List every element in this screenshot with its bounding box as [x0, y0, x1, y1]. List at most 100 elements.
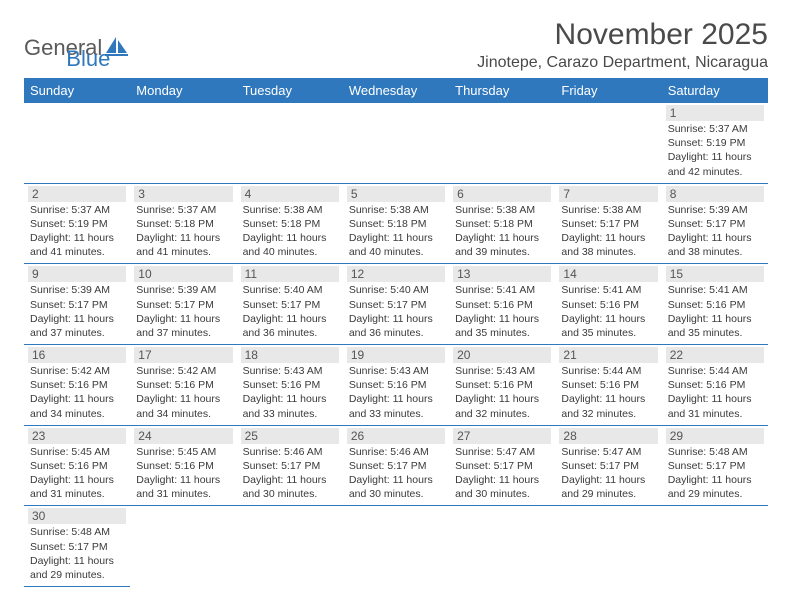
- day-number: 26: [347, 428, 445, 444]
- sunset-line: Sunset: 5:17 PM: [243, 459, 337, 473]
- weekday-header: Friday: [555, 78, 661, 103]
- calendar-cell: 10Sunrise: 5:39 AMSunset: 5:17 PMDayligh…: [130, 264, 236, 345]
- sunset-line: Sunset: 5:16 PM: [668, 378, 762, 392]
- sunrise-line: Sunrise: 5:40 AM: [349, 283, 443, 297]
- daylight-line: Daylight: 11 hours and 32 minutes.: [561, 392, 655, 420]
- daylight-line: Daylight: 11 hours and 37 minutes.: [30, 312, 124, 340]
- sunset-line: Sunset: 5:17 PM: [30, 298, 124, 312]
- calendar-cell: 21Sunrise: 5:44 AMSunset: 5:16 PMDayligh…: [555, 345, 661, 426]
- logo-text-blue: Blue: [66, 46, 110, 72]
- day-number: 11: [241, 266, 339, 282]
- calendar-cell: 11Sunrise: 5:40 AMSunset: 5:17 PMDayligh…: [237, 264, 343, 345]
- sunrise-line: Sunrise: 5:44 AM: [561, 364, 655, 378]
- title-block: November 2025 Jinotepe, Carazo Departmen…: [477, 18, 768, 72]
- calendar-body: 1Sunrise: 5:37 AMSunset: 5:19 PMDaylight…: [24, 103, 768, 587]
- sunrise-line: Sunrise: 5:41 AM: [561, 283, 655, 297]
- calendar-row: 16Sunrise: 5:42 AMSunset: 5:16 PMDayligh…: [24, 345, 768, 426]
- sun-info: Sunrise: 5:41 AMSunset: 5:16 PMDaylight:…: [559, 283, 657, 340]
- day-number: 17: [134, 347, 232, 363]
- sun-info: Sunrise: 5:48 AMSunset: 5:17 PMDaylight:…: [28, 525, 126, 582]
- calendar-cell: 15Sunrise: 5:41 AMSunset: 5:16 PMDayligh…: [662, 264, 768, 345]
- calendar-cell: 12Sunrise: 5:40 AMSunset: 5:17 PMDayligh…: [343, 264, 449, 345]
- sun-info: Sunrise: 5:37 AMSunset: 5:19 PMDaylight:…: [28, 203, 126, 260]
- calendar-cell: 25Sunrise: 5:46 AMSunset: 5:17 PMDayligh…: [237, 425, 343, 506]
- day-number: 6: [453, 186, 551, 202]
- page-header: General Blue November 2025 Jinotepe, Car…: [24, 18, 768, 72]
- sunset-line: Sunset: 5:17 PM: [136, 298, 230, 312]
- calendar-row: 1Sunrise: 5:37 AMSunset: 5:19 PMDaylight…: [24, 103, 768, 183]
- day-number: 25: [241, 428, 339, 444]
- daylight-line: Daylight: 11 hours and 39 minutes.: [455, 231, 549, 259]
- sunset-line: Sunset: 5:17 PM: [243, 298, 337, 312]
- weekday-header: Monday: [130, 78, 236, 103]
- sunset-line: Sunset: 5:16 PM: [455, 298, 549, 312]
- weekday-header-row: Sunday Monday Tuesday Wednesday Thursday…: [24, 78, 768, 103]
- sunrise-line: Sunrise: 5:39 AM: [136, 283, 230, 297]
- sun-info: Sunrise: 5:39 AMSunset: 5:17 PMDaylight:…: [134, 283, 232, 340]
- calendar-cell: 3Sunrise: 5:37 AMSunset: 5:18 PMDaylight…: [130, 183, 236, 264]
- sun-info: Sunrise: 5:47 AMSunset: 5:17 PMDaylight:…: [453, 445, 551, 502]
- sun-info: Sunrise: 5:40 AMSunset: 5:17 PMDaylight:…: [241, 283, 339, 340]
- daylight-line: Daylight: 11 hours and 36 minutes.: [243, 312, 337, 340]
- sun-info: Sunrise: 5:43 AMSunset: 5:16 PMDaylight:…: [453, 364, 551, 421]
- calendar-cell: 24Sunrise: 5:45 AMSunset: 5:16 PMDayligh…: [130, 425, 236, 506]
- sun-info: Sunrise: 5:40 AMSunset: 5:17 PMDaylight:…: [347, 283, 445, 340]
- daylight-line: Daylight: 11 hours and 40 minutes.: [243, 231, 337, 259]
- sunrise-line: Sunrise: 5:42 AM: [136, 364, 230, 378]
- day-number: 27: [453, 428, 551, 444]
- calendar-cell: 18Sunrise: 5:43 AMSunset: 5:16 PMDayligh…: [237, 345, 343, 426]
- sunset-line: Sunset: 5:17 PM: [30, 540, 124, 554]
- sun-info: Sunrise: 5:38 AMSunset: 5:18 PMDaylight:…: [453, 203, 551, 260]
- sunset-line: Sunset: 5:17 PM: [561, 217, 655, 231]
- sunrise-line: Sunrise: 5:38 AM: [455, 203, 549, 217]
- calendar-table: Sunday Monday Tuesday Wednesday Thursday…: [24, 78, 768, 587]
- day-number: 1: [666, 105, 764, 121]
- sunrise-line: Sunrise: 5:38 AM: [561, 203, 655, 217]
- sunrise-line: Sunrise: 5:45 AM: [136, 445, 230, 459]
- sunrise-line: Sunrise: 5:45 AM: [30, 445, 124, 459]
- day-number: 7: [559, 186, 657, 202]
- location-subtitle: Jinotepe, Carazo Department, Nicaragua: [477, 54, 768, 72]
- daylight-line: Daylight: 11 hours and 31 minutes.: [30, 473, 124, 501]
- sunset-line: Sunset: 5:17 PM: [668, 459, 762, 473]
- calendar-cell: [662, 506, 768, 587]
- sun-info: Sunrise: 5:44 AMSunset: 5:16 PMDaylight:…: [666, 364, 764, 421]
- sunrise-line: Sunrise: 5:47 AM: [561, 445, 655, 459]
- sun-info: Sunrise: 5:44 AMSunset: 5:16 PMDaylight:…: [559, 364, 657, 421]
- sunset-line: Sunset: 5:19 PM: [668, 136, 762, 150]
- sunrise-line: Sunrise: 5:42 AM: [30, 364, 124, 378]
- sunset-line: Sunset: 5:19 PM: [30, 217, 124, 231]
- day-number: 20: [453, 347, 551, 363]
- calendar-cell: 28Sunrise: 5:47 AMSunset: 5:17 PMDayligh…: [555, 425, 661, 506]
- calendar-cell: [449, 506, 555, 587]
- sun-info: Sunrise: 5:41 AMSunset: 5:16 PMDaylight:…: [666, 283, 764, 340]
- daylight-line: Daylight: 11 hours and 38 minutes.: [668, 231, 762, 259]
- sunset-line: Sunset: 5:16 PM: [455, 378, 549, 392]
- sunrise-line: Sunrise: 5:38 AM: [349, 203, 443, 217]
- sun-info: Sunrise: 5:37 AMSunset: 5:19 PMDaylight:…: [666, 122, 764, 179]
- sunrise-line: Sunrise: 5:39 AM: [668, 203, 762, 217]
- daylight-line: Daylight: 11 hours and 29 minutes.: [668, 473, 762, 501]
- sunrise-line: Sunrise: 5:37 AM: [668, 122, 762, 136]
- sun-info: Sunrise: 5:38 AMSunset: 5:18 PMDaylight:…: [241, 203, 339, 260]
- calendar-row: 9Sunrise: 5:39 AMSunset: 5:17 PMDaylight…: [24, 264, 768, 345]
- daylight-line: Daylight: 11 hours and 37 minutes.: [136, 312, 230, 340]
- day-number: 19: [347, 347, 445, 363]
- sunset-line: Sunset: 5:17 PM: [455, 459, 549, 473]
- calendar-cell: 30Sunrise: 5:48 AMSunset: 5:17 PMDayligh…: [24, 506, 130, 587]
- daylight-line: Daylight: 11 hours and 38 minutes.: [561, 231, 655, 259]
- sunset-line: Sunset: 5:16 PM: [136, 459, 230, 473]
- sun-info: Sunrise: 5:48 AMSunset: 5:17 PMDaylight:…: [666, 445, 764, 502]
- calendar-cell: 4Sunrise: 5:38 AMSunset: 5:18 PMDaylight…: [237, 183, 343, 264]
- weekday-header: Wednesday: [343, 78, 449, 103]
- calendar-cell: [130, 506, 236, 587]
- calendar-row: 23Sunrise: 5:45 AMSunset: 5:16 PMDayligh…: [24, 425, 768, 506]
- sunrise-line: Sunrise: 5:40 AM: [243, 283, 337, 297]
- day-number: 9: [28, 266, 126, 282]
- sunrise-line: Sunrise: 5:37 AM: [136, 203, 230, 217]
- sunset-line: Sunset: 5:16 PM: [349, 378, 443, 392]
- sun-info: Sunrise: 5:41 AMSunset: 5:16 PMDaylight:…: [453, 283, 551, 340]
- sunrise-line: Sunrise: 5:46 AM: [349, 445, 443, 459]
- sunrise-line: Sunrise: 5:47 AM: [455, 445, 549, 459]
- calendar-cell: 16Sunrise: 5:42 AMSunset: 5:16 PMDayligh…: [24, 345, 130, 426]
